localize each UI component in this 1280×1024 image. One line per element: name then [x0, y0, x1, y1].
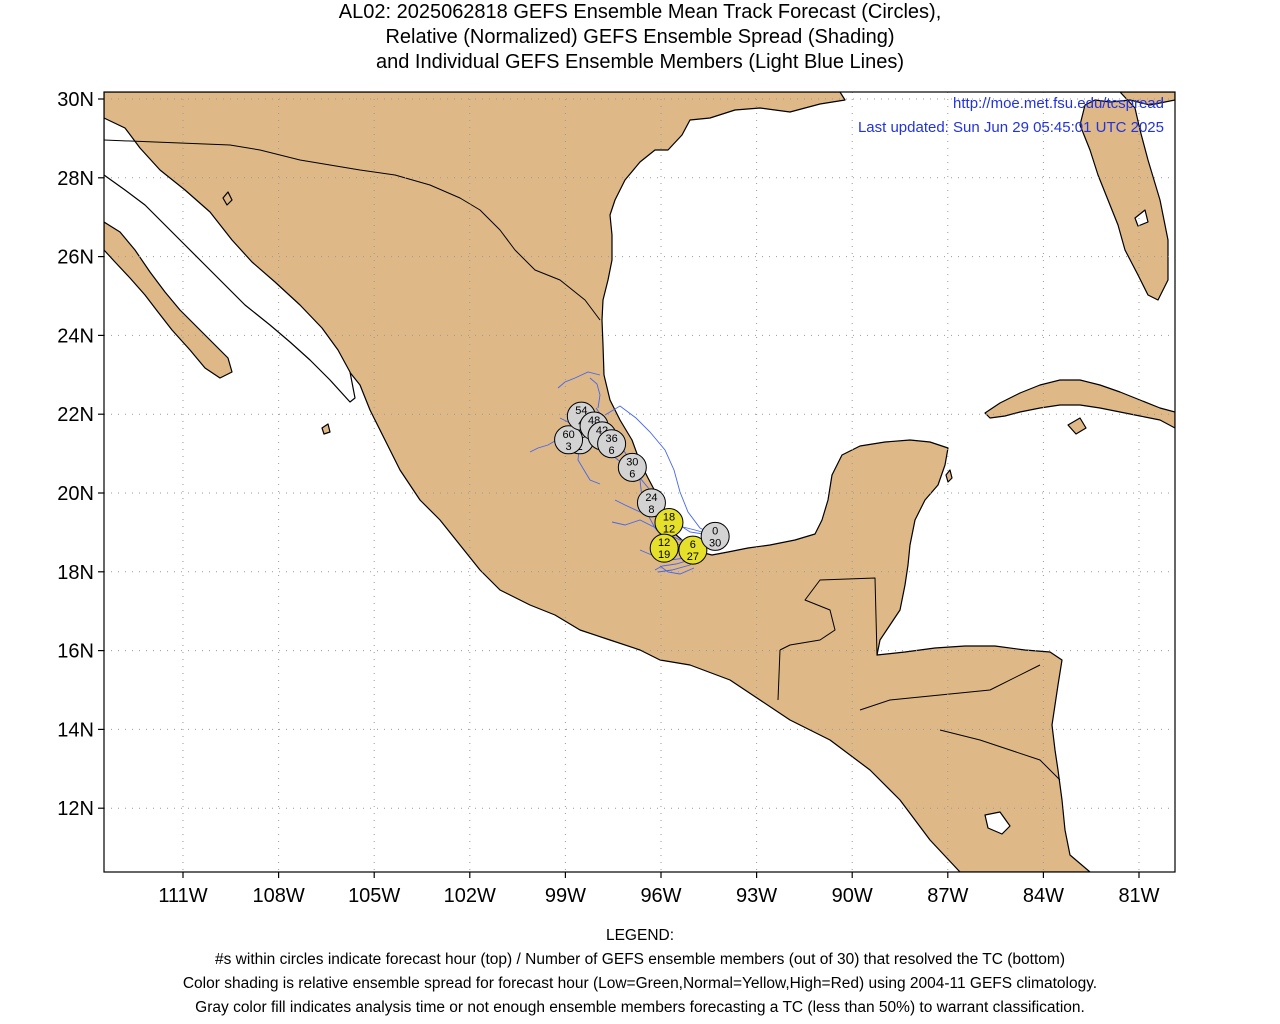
baja-california — [104, 221, 233, 379]
member-count-label: 27 — [687, 551, 699, 563]
forecast-point: 248 — [636, 488, 666, 518]
forecast-circle — [678, 535, 708, 565]
forecast-hour-label: 12 — [658, 537, 670, 549]
member-track — [654, 559, 691, 571]
forecast-hour-label: 18 — [663, 512, 675, 524]
lon-tick-label: 102W — [444, 885, 496, 907]
member-count-label: 6 — [629, 468, 635, 480]
lon-tick-label: 87W — [927, 885, 968, 907]
axis-ticks — [98, 98, 1140, 878]
lat-tick-label: 26N — [57, 247, 94, 269]
legend-heading: LEGEND: — [605, 927, 675, 944]
title-line-2: Relative (Normalized) GEFS Ensemble Spre… — [385, 26, 895, 48]
forecast-circle — [617, 452, 647, 482]
legend-line-1: #s within circles indicate forecast hour… — [215, 951, 1065, 968]
lon-tick-label: 105W — [348, 885, 400, 907]
forecast-circle — [554, 425, 584, 455]
forecast-hour-label: 54 — [575, 405, 587, 417]
legend-line-3: Gray color fill indicates analysis time … — [195, 999, 1085, 1016]
lat-tick-label: 16N — [57, 641, 94, 663]
florida — [1019, 92, 1175, 301]
lon-tick-label: 96W — [640, 885, 681, 907]
border-guatemala — [779, 577, 878, 656]
forecast-hour-label: 60 — [562, 429, 574, 441]
member-track — [589, 377, 601, 409]
legend: LEGEND: #s within circles indicate forec… — [0, 924, 1280, 1020]
forecast-point: 366 — [597, 429, 627, 459]
cozumel — [945, 469, 953, 483]
lon-tick-label: 99W — [545, 885, 586, 907]
forecast-hour-label: 6 — [690, 539, 696, 551]
credit-url: http://moe.met.fsu.edu/tcspread — [953, 95, 1164, 112]
member-track — [604, 405, 717, 537]
forecast-point: 627 — [678, 535, 708, 565]
lat-tick-label: 18N — [57, 562, 94, 584]
lake-nicaragua — [984, 811, 1011, 835]
chart-title: AL02: 2025062818 GEFS Ensemble Mean Trac… — [0, 0, 1280, 75]
forecast-hour-label: 24 — [645, 492, 657, 504]
credit-updated: Last updated: Sun Jun 29 05:45:01 UTC 20… — [858, 119, 1164, 136]
lat-tick-label: 22N — [57, 404, 94, 426]
forecast-circle — [597, 429, 627, 459]
forecast-hour-label: 30 — [626, 456, 638, 468]
title-line-3: and Individual GEFS Ensemble Members (Li… — [375, 51, 905, 73]
forecast-circles: 66260354448242536630624818121219627030 — [554, 401, 730, 565]
border-central-america — [777, 649, 1061, 781]
member-count-label: 12 — [663, 524, 675, 536]
mainland-landmass — [104, 92, 1091, 872]
forecast-point: 306 — [617, 452, 647, 482]
legend-line-2: Color shading is relative ensemble sprea… — [182, 975, 1098, 992]
islas-marias — [321, 423, 331, 435]
lon-tick-label: 93W — [736, 885, 777, 907]
member-count-label: 8 — [648, 504, 654, 516]
forecast-point: 603 — [554, 425, 584, 455]
lon-tick-label: 84W — [1023, 885, 1064, 907]
forecast-hour-label: 36 — [605, 433, 617, 445]
lake-okeechobee — [1134, 209, 1149, 227]
border-mexico-us — [104, 139, 601, 321]
forecast-circle — [636, 488, 666, 518]
member-count-label: 30 — [709, 537, 721, 549]
lat-tick-label: 28N — [57, 168, 94, 190]
lon-tick-label: 90W — [832, 885, 873, 907]
isla-tiburon — [222, 191, 233, 206]
member-track — [529, 437, 561, 453]
lon-tick-label: 111W — [158, 885, 207, 907]
cuba — [984, 379, 1175, 429]
member-track — [557, 371, 601, 389]
lat-tick-label: 14N — [57, 719, 94, 741]
member-count-label: 6 — [609, 445, 615, 457]
forecast-circle — [649, 533, 679, 563]
lat-tick-label: 20N — [57, 483, 94, 505]
lon-tick-label: 81W — [1118, 885, 1159, 907]
member-count-label: 19 — [658, 549, 670, 561]
member-track — [659, 565, 695, 575]
lon-tick-label: 108W — [252, 885, 304, 907]
axis-labels: 30N 28N 26N 24N 22N 20N 18N 16N 14N 12N 111W 108W 10… — [57, 89, 1159, 907]
map-frame — [103, 91, 1176, 873]
lat-tick-label: 24N — [57, 325, 94, 347]
member-count-label: 3 — [566, 441, 572, 453]
gulf-of-california — [104, 117, 356, 403]
land-layer — [104, 92, 1175, 872]
lat-tick-label: 12N — [57, 798, 94, 820]
title-line-1: AL02: 2025062818 GEFS Ensemble Mean Trac… — [338, 1, 942, 23]
forecast-point: 030 — [700, 521, 730, 551]
forecast-hour-label: 0 — [712, 525, 718, 537]
forecast-circle — [700, 521, 730, 551]
lat-tick-label: 30N — [57, 89, 94, 111]
isla-de-la-juventud — [1067, 417, 1087, 435]
